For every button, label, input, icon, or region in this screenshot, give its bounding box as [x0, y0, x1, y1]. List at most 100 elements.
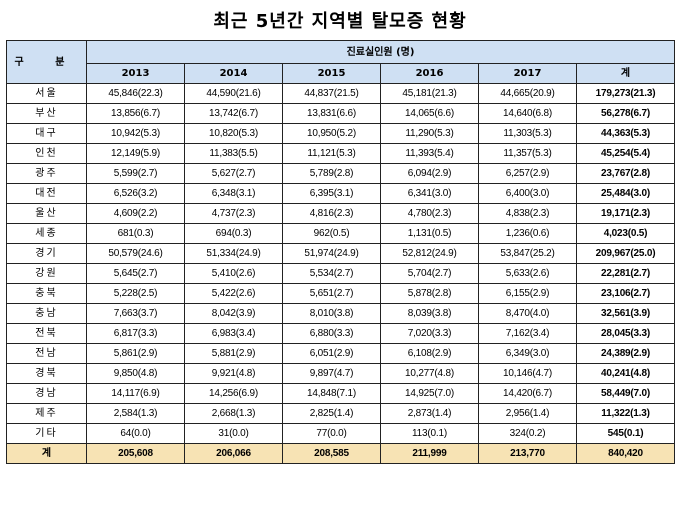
- value-cell: 6,817(3.3): [86, 323, 185, 344]
- value-cell: 681(0.3): [86, 223, 185, 244]
- value-cell: 14,420(6.7): [478, 383, 577, 404]
- table-row: 경북 9,850(4.8) 9,921(4.8) 9,897(4.7) 10,277(4…: [6, 363, 676, 384]
- value-cell: 7,663(3.7): [86, 303, 185, 324]
- value-cell: 6,257(2.9): [478, 163, 577, 184]
- row-total-cell: 23,767(2.8): [575, 163, 676, 184]
- region-label: 인천: [6, 143, 87, 164]
- table-row: 대전 6,526(3.2) 6,348(3.1) 6,395(3.1) 6,341(3.…: [6, 183, 676, 204]
- grand-total-cell: 840,420: [575, 443, 676, 464]
- region-label: 광주: [6, 163, 87, 184]
- value-cell: 10,277(4.8): [380, 363, 479, 384]
- value-cell: 13,831(6.6): [282, 103, 381, 124]
- value-cell: 5,704(2.7): [380, 263, 479, 284]
- regional-alopecia-table: 구 분 진료실인원 (명) 2013 2014 2015 2016 2017 계…: [6, 40, 676, 464]
- row-total-cell: 40,241(4.8): [575, 363, 676, 384]
- value-cell: 4,816(2.3): [282, 203, 381, 224]
- region-label: 대전: [6, 183, 87, 204]
- value-cell: 44,837(21.5): [282, 83, 381, 104]
- value-cell: 5,878(2.8): [380, 283, 479, 304]
- year-header: 2017: [478, 63, 577, 84]
- value-cell: 6,395(3.1): [282, 183, 381, 204]
- region-label: 경기: [6, 243, 87, 264]
- value-cell: 11,393(5.4): [380, 143, 479, 164]
- value-cell: 10,942(5.3): [86, 123, 185, 144]
- value-cell: 6,051(2.9): [282, 343, 381, 364]
- value-cell: 64(0.0): [86, 423, 185, 444]
- value-cell: 2,873(1.4): [380, 403, 479, 424]
- table-row: 제주 2,584(1.3) 2,668(1.3) 2,825(1.4) 2,873(1.…: [6, 403, 676, 424]
- value-cell: 10,146(4.7): [478, 363, 577, 384]
- value-cell: 1,131(0.5): [380, 223, 479, 244]
- value-cell: 6,348(3.1): [184, 183, 283, 204]
- row-total-cell: 23,106(2.7): [575, 283, 676, 304]
- value-cell: 11,303(5.3): [478, 123, 577, 144]
- value-cell: 11,357(5.3): [478, 143, 577, 164]
- row-total-cell: 32,561(3.9): [575, 303, 676, 324]
- value-cell: 13,742(6.7): [184, 103, 283, 124]
- table-row: 세종 681(0.3) 694(0.3) 962(0.5) 1,131(0.5) 1,23…: [6, 223, 676, 244]
- region-label: 울산: [6, 203, 87, 224]
- value-cell: 8,042(3.9): [184, 303, 283, 324]
- value-cell: 2,668(1.3): [184, 403, 283, 424]
- table-row: 경남 14,117(6.9) 14,256(6.9) 14,848(7.1) 14,92…: [6, 383, 676, 404]
- table-row: 전북 6,817(3.3) 6,983(3.4) 6,880(3.3) 7,020(3.…: [6, 323, 676, 344]
- table-row: 울산 4,609(2.2) 4,737(2.3) 4,816(2.3) 4,780(2.…: [6, 203, 676, 224]
- table-row: 강원 5,645(2.7) 5,410(2.6) 5,534(2.7) 5,704(2.…: [6, 263, 676, 284]
- value-cell: 14,925(7.0): [380, 383, 479, 404]
- year-header: 2015: [282, 63, 381, 84]
- row-total-cell: 4,023(0.5): [575, 223, 676, 244]
- value-cell: 2,825(1.4): [282, 403, 381, 424]
- value-cell: 9,921(4.8): [184, 363, 283, 384]
- region-label: 강원: [6, 263, 87, 284]
- total-cell: 211,999: [380, 443, 479, 464]
- region-label: 전북: [6, 323, 87, 344]
- value-cell: 9,897(4.7): [282, 363, 381, 384]
- row-total-cell: 209,967(25.0): [575, 243, 676, 264]
- value-cell: 6,983(3.4): [184, 323, 283, 344]
- category-header: 구 분: [6, 40, 87, 84]
- value-cell: 5,228(2.5): [86, 283, 185, 304]
- value-cell: 7,020(3.3): [380, 323, 479, 344]
- value-cell: 4,780(2.3): [380, 203, 479, 224]
- value-cell: 13,856(6.7): [86, 103, 185, 124]
- value-cell: 2,584(1.3): [86, 403, 185, 424]
- value-cell: 14,256(6.9): [184, 383, 283, 404]
- region-label: 충북: [6, 283, 87, 304]
- value-cell: 8,010(3.8): [282, 303, 381, 324]
- value-cell: 4,838(2.3): [478, 203, 577, 224]
- value-cell: 6,880(3.3): [282, 323, 381, 344]
- value-cell: 2,956(1.4): [478, 403, 577, 424]
- table-row: 광주 5,599(2.7) 5,627(2.7) 5,789(2.8) 6,094(2.…: [6, 163, 676, 184]
- value-cell: 51,334(24.9): [184, 243, 283, 264]
- group-header: 진료실인원 (명): [85, 40, 676, 64]
- value-cell: 14,848(7.1): [282, 383, 381, 404]
- region-label: 경남: [6, 383, 87, 404]
- value-cell: 6,341(3.0): [380, 183, 479, 204]
- value-cell: 324(0.2): [478, 423, 577, 444]
- value-cell: 77(0.0): [282, 423, 381, 444]
- value-cell: 52,812(24.9): [380, 243, 479, 264]
- total-header: 계: [575, 63, 676, 84]
- total-cell: 208,585: [282, 443, 381, 464]
- value-cell: 5,627(2.7): [184, 163, 283, 184]
- value-cell: 6,400(3.0): [478, 183, 577, 204]
- value-cell: 44,590(21.6): [184, 83, 283, 104]
- value-cell: 6,155(2.9): [478, 283, 577, 304]
- row-total-cell: 56,278(6.7): [575, 103, 676, 124]
- value-cell: 10,820(5.3): [184, 123, 283, 144]
- row-total-cell: 25,484(3.0): [575, 183, 676, 204]
- value-cell: 113(0.1): [380, 423, 479, 444]
- value-cell: 5,410(2.6): [184, 263, 283, 284]
- total-cell: 206,066: [184, 443, 283, 464]
- value-cell: 4,737(2.3): [184, 203, 283, 224]
- value-cell: 6,094(2.9): [380, 163, 479, 184]
- value-cell: 53,847(25.2): [478, 243, 577, 264]
- value-cell: 5,534(2.7): [282, 263, 381, 284]
- value-cell: 6,349(3.0): [478, 343, 577, 364]
- value-cell: 11,383(5.5): [184, 143, 283, 164]
- value-cell: 7,162(3.4): [478, 323, 577, 344]
- value-cell: 8,039(3.8): [380, 303, 479, 324]
- region-label: 세종: [6, 223, 87, 244]
- value-cell: 14,640(6.8): [478, 103, 577, 124]
- table-row: 인천 12,149(5.9) 11,383(5.5) 11,121(5.3) 11,39…: [6, 143, 676, 164]
